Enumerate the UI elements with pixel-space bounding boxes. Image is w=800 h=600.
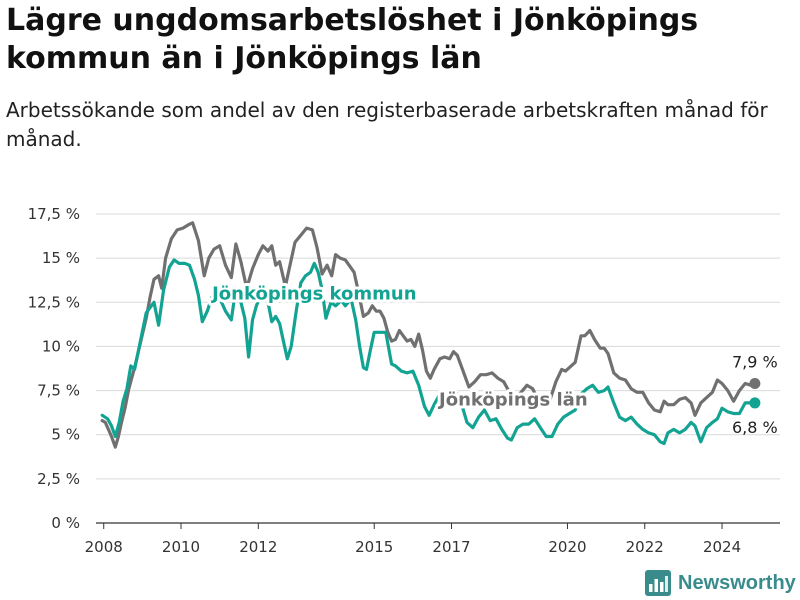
- annotation-halo: Jönköpings kommun: [210, 283, 416, 304]
- series-line-lan: [100, 221, 757, 449]
- x-tick-label: 2010: [162, 538, 200, 556]
- series-end-point: [749, 397, 761, 409]
- series-annotation-label: Jönköpings kommun: [210, 283, 416, 304]
- series-end-point: [749, 378, 761, 390]
- brand-name: Newsworthy: [678, 571, 796, 594]
- y-tick-label: 15 %: [42, 249, 80, 267]
- y-tick-label: 2,5 %: [37, 470, 80, 488]
- series-annotation-label: Jönköpings län: [437, 389, 588, 410]
- annotation-halo: Jönköpings län: [437, 389, 588, 410]
- series-end-label: 6,8 %: [732, 418, 778, 437]
- y-tick-label: 12,5 %: [28, 293, 80, 311]
- x-tick-label: 2024: [703, 538, 741, 556]
- x-tick-label: 2008: [85, 538, 123, 556]
- page-subtitle: Arbetssökande som andel av den registerb…: [6, 98, 768, 151]
- y-tick-label: 5 %: [51, 426, 80, 444]
- x-tick-label: 2012: [239, 538, 277, 556]
- x-tick-label: 2022: [626, 538, 664, 556]
- series-end-label: 7,9 %: [732, 353, 778, 372]
- x-tick-label: 2020: [548, 538, 586, 556]
- y-tick-label: 0 %: [51, 514, 80, 532]
- y-tick-label: 7,5 %: [37, 382, 80, 400]
- page-title: Lägre ungdomsarbetslöshet i Jönköpings k…: [6, 3, 699, 76]
- x-tick-label: 2015: [355, 538, 393, 556]
- brand-logo: Newsworthy: [645, 568, 796, 598]
- y-tick-label: 10 %: [42, 337, 80, 355]
- series-line-kommun: [100, 258, 757, 446]
- x-tick-label: 2017: [432, 538, 470, 556]
- y-tick-label: 17,5 %: [28, 205, 80, 223]
- bar-chart-icon: [645, 570, 671, 596]
